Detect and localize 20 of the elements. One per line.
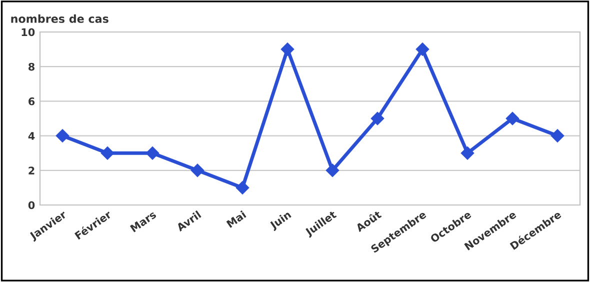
point	[146, 146, 160, 160]
x-tick-label: Mai	[226, 210, 246, 228]
point	[190, 164, 204, 177]
y-tick-label: 4	[28, 132, 35, 140]
y-tick-label: 2	[28, 166, 34, 174]
y-axis-title: nombres de cas	[11, 14, 108, 23]
point	[236, 181, 250, 194]
y-tick-label: 8	[28, 62, 34, 71]
point	[100, 146, 114, 160]
point	[56, 129, 70, 142]
point	[280, 42, 294, 56]
y-tick-label: 0	[28, 201, 35, 210]
point	[460, 146, 474, 160]
y-tick-label: 6	[28, 97, 35, 106]
point	[370, 112, 384, 126]
point	[416, 42, 430, 56]
point	[506, 112, 520, 126]
point	[326, 164, 340, 177]
y-tick-label: 10	[22, 28, 35, 36]
point	[550, 129, 564, 142]
